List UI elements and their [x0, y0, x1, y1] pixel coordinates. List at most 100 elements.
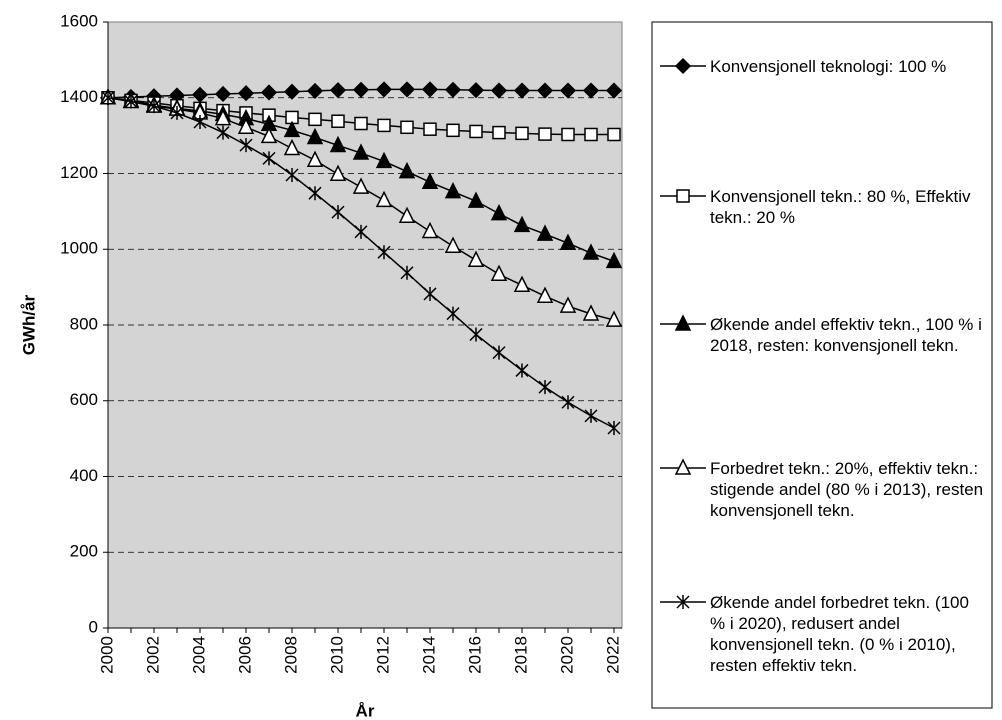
- data-point: [400, 120, 414, 135]
- data-point: [559, 82, 577, 99]
- data-point: [375, 81, 393, 98]
- legend-marker: [674, 458, 692, 475]
- y-tick-label: 1000: [60, 239, 98, 258]
- x-tick-label: 2002: [143, 636, 162, 674]
- data-point: [354, 224, 368, 239]
- data-point: [329, 164, 347, 182]
- x-tick-label: 2010: [327, 636, 346, 674]
- data-point: [444, 182, 462, 199]
- data-point: [490, 82, 508, 99]
- data-point: [101, 90, 115, 105]
- x-tick-label: 2000: [97, 636, 116, 674]
- data-point: [515, 363, 529, 378]
- data-point: [538, 127, 552, 141]
- data-point: [237, 85, 255, 102]
- data-point: [306, 150, 324, 167]
- data-point: [536, 82, 554, 99]
- data-point: [492, 125, 506, 140]
- data-point: [262, 151, 276, 166]
- legend-marker: [676, 189, 690, 203]
- data-point: [124, 94, 138, 109]
- data-point: [423, 122, 437, 136]
- legend-box: [651, 21, 993, 709]
- y-tick-label: 600: [70, 390, 98, 409]
- data-point: [377, 118, 391, 133]
- y-tick-label: 200: [70, 542, 98, 561]
- data-point: [352, 143, 370, 160]
- data-point: [306, 82, 324, 99]
- x-tick-label: 2020: [557, 636, 576, 674]
- y-tick-label: 1400: [60, 87, 98, 106]
- data-point: [469, 124, 483, 139]
- data-point: [398, 81, 416, 98]
- data-point: [354, 116, 368, 131]
- data-point: [375, 190, 393, 208]
- data-point: [421, 221, 439, 239]
- data-point: [306, 127, 324, 145]
- data-point: [423, 286, 437, 301]
- data-point: [582, 82, 600, 99]
- data-point: [446, 306, 460, 321]
- data-point: [329, 135, 347, 153]
- data-point: [237, 117, 255, 135]
- data-point: [513, 82, 531, 99]
- x-tick-label: 2016: [465, 636, 484, 674]
- data-point: [331, 114, 345, 128]
- legend-label: Økende andel forbedret tekn. (100 % i 20…: [710, 593, 969, 675]
- data-point: [446, 123, 460, 138]
- data-point: [398, 161, 416, 179]
- data-point: [536, 224, 554, 241]
- x-tick-label: 2004: [189, 636, 208, 674]
- legend-label: Forbedret tekn.: 20%, effektiv tekn.: st…: [710, 459, 984, 520]
- data-point: [352, 177, 370, 194]
- legend-marker: [674, 314, 692, 331]
- data-point: [490, 264, 508, 281]
- data-point: [561, 127, 575, 142]
- data-point: [214, 108, 232, 126]
- data-point: [283, 83, 301, 100]
- data-point: [605, 82, 623, 99]
- y-tick-label: 400: [70, 466, 98, 485]
- data-point: [515, 126, 529, 141]
- legend-label: Økende andel effektiv tekn., 100 % i 201…: [710, 315, 982, 355]
- y-tick-label: 1600: [60, 11, 98, 30]
- data-point: [421, 172, 439, 189]
- y-tick-label: 800: [70, 314, 98, 333]
- data-point: [216, 125, 230, 140]
- legend-marker: [674, 57, 692, 75]
- data-point: [239, 138, 253, 153]
- data-point: [607, 127, 621, 142]
- data-point: [214, 85, 232, 103]
- data-point: [193, 114, 207, 129]
- data-point: [538, 380, 552, 395]
- y-tick-label: 0: [89, 617, 98, 636]
- data-point: [285, 168, 299, 183]
- legend-label: Konvensjonell teknologi: 100 %: [710, 57, 947, 76]
- data-point: [377, 245, 391, 260]
- data-point: [444, 81, 462, 98]
- data-point: [400, 265, 414, 280]
- x-tick-label: 2008: [281, 636, 300, 674]
- data-point: [283, 120, 301, 138]
- data-point: [582, 304, 600, 321]
- data-point: [513, 215, 531, 233]
- data-point: [605, 251, 623, 269]
- data-point: [490, 203, 508, 221]
- data-point: [536, 286, 554, 303]
- data-point: [329, 82, 347, 99]
- data-point: [260, 84, 278, 101]
- legend-marker: [676, 595, 690, 609]
- data-point: [331, 205, 345, 220]
- data-point: [559, 296, 577, 313]
- data-point: [421, 81, 439, 98]
- x-tick-label: 2022: [603, 636, 622, 674]
- data-point: [398, 206, 416, 224]
- data-point: [260, 126, 278, 144]
- data-point: [352, 81, 370, 98]
- data-point: [559, 233, 577, 250]
- data-point: [467, 82, 485, 99]
- x-tick-label: 2006: [235, 636, 254, 674]
- data-point: [561, 395, 575, 410]
